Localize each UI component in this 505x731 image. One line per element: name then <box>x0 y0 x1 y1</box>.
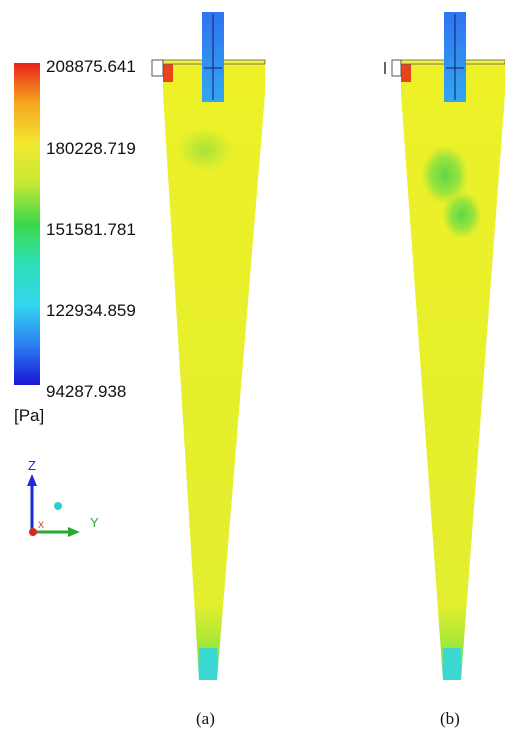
x-axis-dot <box>29 528 37 536</box>
legend-tick-2: 180228.719 <box>46 139 136 158</box>
panel-a-body <box>163 64 265 680</box>
legend-tick-3: 151581.781 <box>46 220 136 239</box>
panel-a-inlet-red <box>163 64 173 82</box>
panel-a-cyclone <box>151 12 266 680</box>
x-axis-label: X <box>38 520 44 530</box>
legend-tick-4: 122934.859 <box>46 301 136 320</box>
legend-unit: [Pa] <box>14 406 45 425</box>
triad-center-ball <box>54 502 62 510</box>
panel-a-cone-tip <box>199 648 217 680</box>
caption-a: (a) <box>196 709 215 728</box>
panel-b-cyclone <box>384 12 505 680</box>
panel-b-inlet-duct <box>391 59 402 77</box>
panel-a-green-zone <box>177 128 233 172</box>
legend-tick-max: 208875.641 <box>46 57 136 76</box>
panel-a-inlet-duct <box>151 59 164 77</box>
y-axis-label: Y <box>90 515 99 530</box>
panel-b-green-zone-1 <box>421 145 469 205</box>
panel-b-inlet-red <box>401 64 411 82</box>
z-axis-label: Z <box>28 458 36 473</box>
color-legend-bar <box>14 63 40 385</box>
panel-b-green-zone-2 <box>442 191 482 239</box>
axis-triad: Z Y X <box>27 458 99 537</box>
caption-b: (b) <box>440 709 460 728</box>
panel-b-cone-tip <box>443 648 461 680</box>
legend-tick-min: 94287.938 <box>46 382 127 401</box>
